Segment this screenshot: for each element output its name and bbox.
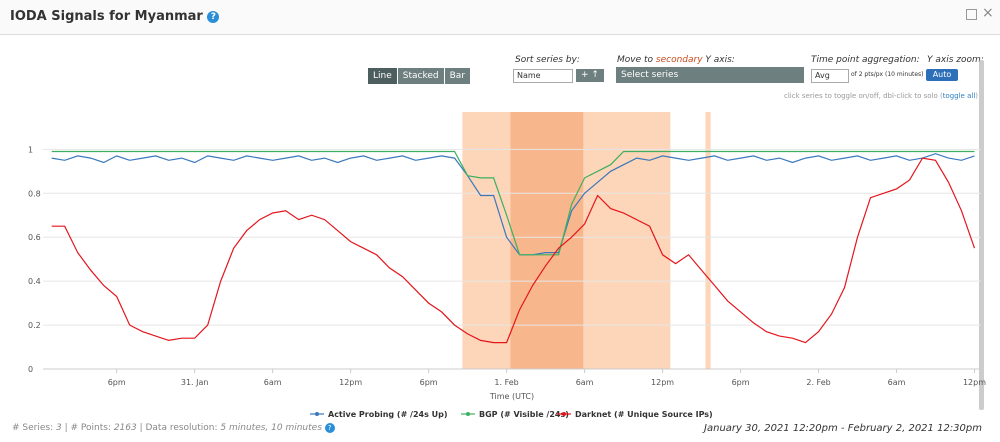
- resolution-value: 5 minutes, 10 minutes: [220, 423, 322, 433]
- sort-order[interactable]: + ↑: [576, 69, 604, 82]
- y-tick-label: 0.8: [28, 189, 41, 198]
- chart: 0 0.2 0.4 0.6 0.8 1 6pm 31. Jan 6am 12pm 6pm 1. Feb…: [28, 112, 986, 419]
- stacked-button[interactable]: Stacked: [397, 68, 444, 84]
- line-button[interactable]: Line: [368, 68, 397, 84]
- help-icon[interactable]: ?: [207, 11, 220, 23]
- header: IODA Signals for Myanmar ? ×: [0, 0, 1000, 35]
- series-line: [51, 157, 976, 344]
- series-label: # Series:: [12, 423, 56, 433]
- x-tick-label: 12pm: [963, 378, 986, 387]
- date-range: January 30, 2021 12:20pm - February 2, 2…: [704, 423, 982, 434]
- points-label: | # Points:: [61, 423, 114, 433]
- move-label-a: Move to: [617, 55, 656, 65]
- legend-label[interactable]: Active Probing (# /24s Up): [328, 410, 448, 419]
- x-tick-label: 1. Feb: [494, 378, 518, 387]
- resolution-label: | Data resolution:: [136, 423, 221, 433]
- legend-marker: [315, 412, 319, 416]
- y-tick-label: 0: [28, 365, 33, 374]
- footer-stats: # Series: 3 | # Points: 2163 | Data reso…: [12, 423, 335, 433]
- edit-icon[interactable]: [966, 9, 977, 20]
- zoom-button[interactable]: Auto: [926, 69, 958, 81]
- move-select[interactable]: Select series: [616, 67, 804, 83]
- y-tick-label: 0.6: [28, 233, 41, 242]
- x-tick-label: 6pm: [108, 378, 126, 387]
- sort-label: Sort series by:: [515, 55, 580, 65]
- hint-text: click series to toggle on/off, dbl-click…: [784, 92, 943, 100]
- chart-type-group: Line Stacked Bar: [368, 68, 471, 84]
- zoom-label: Y axis zoom:: [927, 55, 984, 65]
- legend-marker: [466, 412, 470, 416]
- x-tick-label: 31. Jan: [181, 378, 209, 387]
- title: IODA Signals for Myanmar ?: [10, 9, 220, 24]
- close-icon[interactable]: ×: [982, 5, 994, 21]
- legend-marker: [562, 412, 566, 416]
- aggregation-note: of 2 pts/px (10 minutes): [851, 71, 924, 78]
- y-tick-label: 1: [28, 145, 33, 154]
- scrollbar[interactable]: [979, 60, 984, 410]
- x-tick-label: 6pm: [420, 378, 438, 387]
- points-value: 2163: [113, 423, 137, 433]
- y-tick-label: 0.4: [28, 277, 41, 286]
- hint: click series to toggle on/off, dbl-click…: [784, 92, 978, 100]
- x-tick-label: 12pm: [651, 378, 674, 387]
- outage-band: [705, 112, 711, 369]
- series-line: [51, 150, 975, 256]
- series-line: [51, 153, 975, 256]
- x-tick-label: 6am: [888, 378, 906, 387]
- bar-button[interactable]: Bar: [444, 68, 471, 84]
- y-tick-label: 0.2: [28, 321, 41, 330]
- x-tick-label: 6am: [576, 378, 594, 387]
- move-label-b: secondary: [655, 55, 703, 65]
- x-tick-label: 2. Feb: [806, 378, 830, 387]
- help-icon-small[interactable]: ?: [324, 423, 335, 433]
- legend-label[interactable]: BGP (# Visible /24s): [479, 410, 569, 419]
- move-label: Move to secondary Y axis:: [617, 55, 735, 65]
- series-value: 3: [55, 423, 62, 433]
- hint-end: ): [975, 92, 978, 100]
- title-text: IODA Signals for Myanmar: [10, 9, 203, 24]
- toggle-all[interactable]: toggle all: [942, 92, 976, 100]
- outage-band: [510, 112, 584, 369]
- move-label-c: Y axis:: [702, 55, 735, 65]
- aggregation-select[interactable]: Avg: [811, 69, 849, 83]
- x-axis-title: Time (UTC): [489, 392, 534, 401]
- x-tick-label: 6am: [264, 378, 282, 387]
- legend-label[interactable]: Darknet (# Unique Source IPs): [575, 410, 713, 419]
- sort-select[interactable]: Name: [513, 69, 573, 83]
- aggregation-label: Time point aggregation:: [811, 55, 920, 65]
- x-tick-label: 12pm: [339, 378, 362, 387]
- x-tick-label: 6pm: [732, 378, 750, 387]
